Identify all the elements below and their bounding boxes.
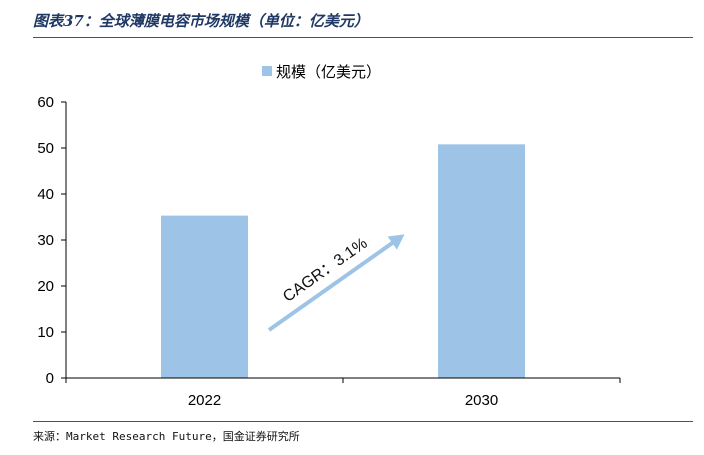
y-tick-label: 50 — [37, 140, 54, 157]
y-tick-label: 20 — [37, 278, 54, 295]
legend-swatch — [262, 66, 272, 76]
legend: 规模（亿美元） — [262, 63, 381, 81]
y-tick-label: 0 — [46, 370, 54, 387]
source-note: 来源：Market Research Future，国金证券研究所 — [33, 430, 300, 443]
x-tick-label: 2022 — [188, 392, 221, 409]
y-tick-label: 10 — [37, 324, 54, 341]
source-divider — [33, 421, 693, 422]
title-divider — [33, 37, 693, 38]
y-tick-label: 30 — [37, 232, 54, 249]
cagr-annotation: CAGR：3.1% — [267, 234, 405, 332]
y-tick-label: 60 — [37, 94, 54, 111]
figure-title: 图表37：全球薄膜电容市场规模（单位：亿美元） — [33, 12, 369, 30]
y-tick-label: 40 — [37, 186, 54, 203]
cagr-arrow-head — [387, 234, 405, 250]
x-tick-label: 2030 — [465, 392, 498, 409]
bars-group — [161, 144, 525, 378]
cagr-arrow-line — [267, 237, 400, 332]
bar-2030 — [438, 144, 525, 378]
bar-2022 — [161, 215, 248, 378]
legend-label: 规模（亿美元） — [276, 63, 381, 81]
